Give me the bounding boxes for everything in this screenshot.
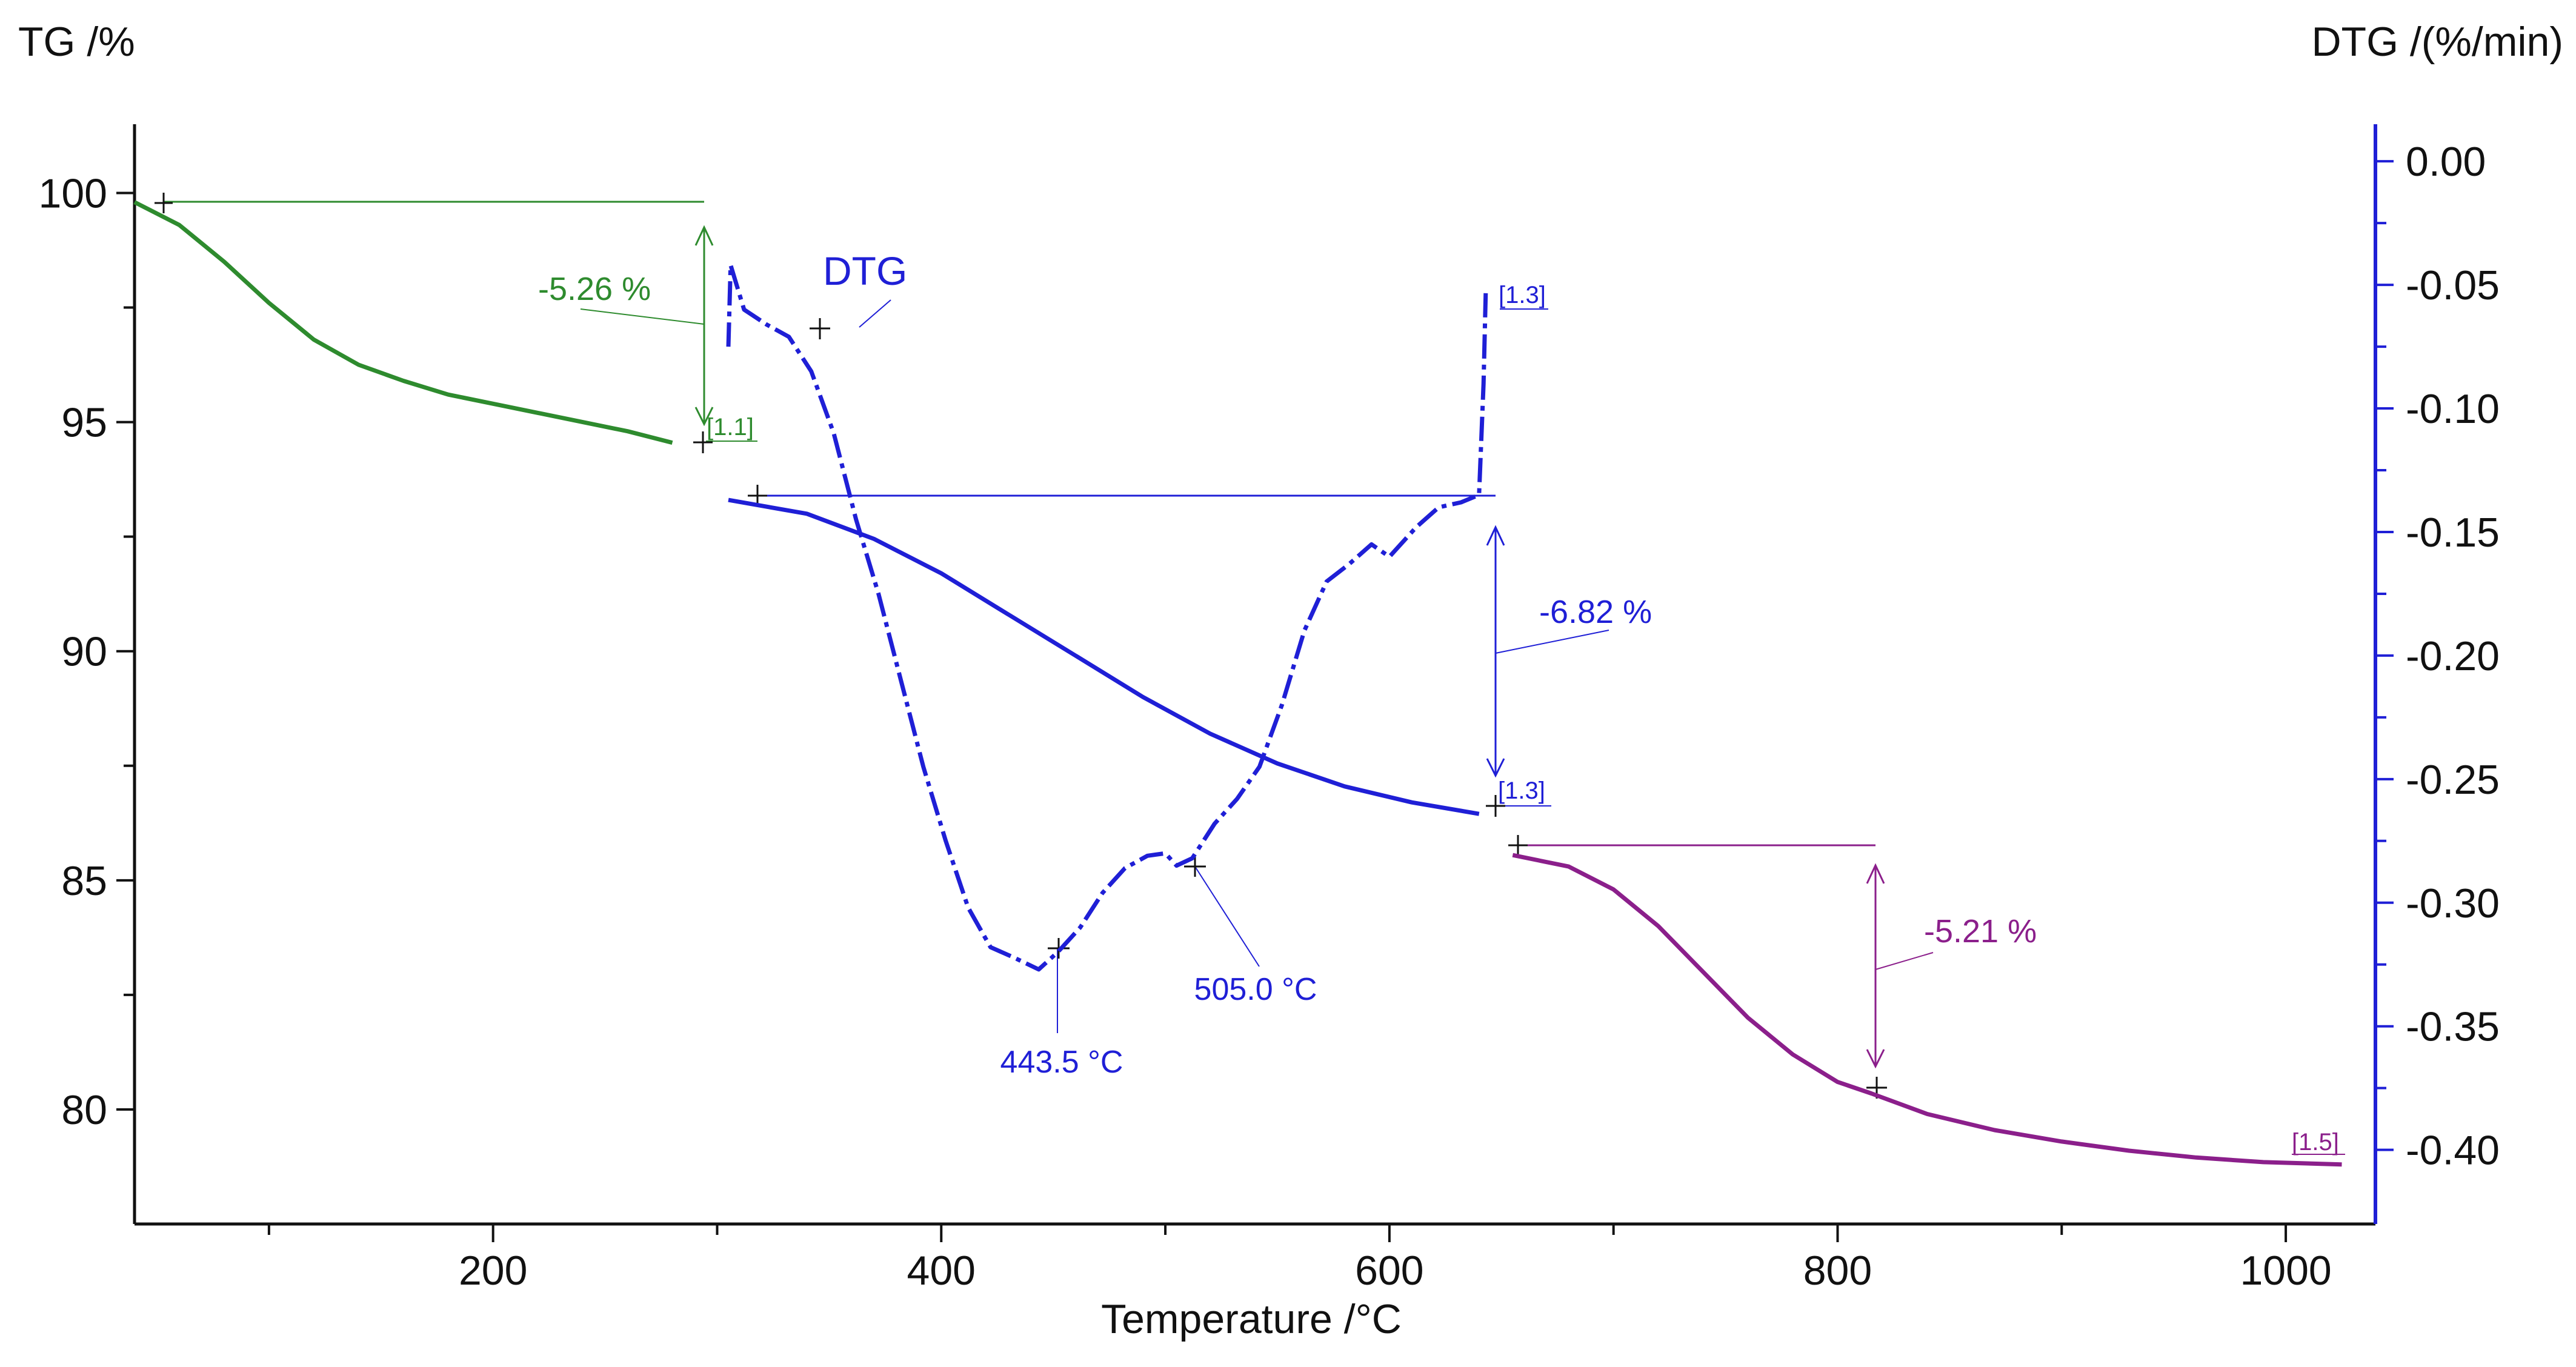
axes: [133, 124, 2377, 1226]
y-left-tick-label: 80: [61, 1087, 107, 1133]
y-right-tick-label: -0.40: [2406, 1128, 2500, 1174]
x-tick-label: 200: [459, 1248, 527, 1294]
y-right-tick-label: -0.35: [2406, 1004, 2500, 1050]
peak2-temperature-label: 505.0 °C: [1194, 972, 1317, 1007]
step1-end-cross: [693, 431, 713, 453]
step2-end-cross: [1486, 795, 1505, 817]
y-left-tick-label: 95: [61, 400, 107, 446]
step1-percent-label: -5.26 %: [538, 271, 651, 307]
step1-start-cross: [155, 193, 173, 213]
right-axis-title: DTG /(%/min): [2311, 19, 2563, 65]
y-right-tick-label: -0.05: [2406, 262, 2500, 308]
step2-leader: [1495, 630, 1609, 654]
step3-segment-label: [1.5]: [2292, 1129, 2339, 1156]
y-left-tick-label: 85: [61, 858, 107, 904]
tg-segment-1-line: [133, 200, 673, 445]
dtg-start-cross: [810, 318, 830, 339]
y-right-tick-label: -0.25: [2406, 757, 2500, 803]
x-tick-label: 800: [1803, 1248, 1872, 1294]
y-right-tick-label: -0.15: [2406, 510, 2500, 556]
tg-segment-3-line: [1512, 853, 2342, 1167]
step2-segment-label: [1.3]: [1498, 777, 1545, 804]
step1-arrow-down: [694, 407, 714, 427]
x-tick-label: 600: [1355, 1248, 1423, 1294]
step2-arrow-down: [1486, 758, 1505, 778]
step1-arrow-up: [694, 225, 714, 246]
axis-ticks: 200 400 600 800 1000 80 85 90 95 100 0.00 -0.05 -0.1…: [39, 139, 2500, 1294]
step2-percent-label: -6.82 %: [1539, 594, 1652, 630]
step3-leader: [1875, 952, 1934, 970]
step-marker-2: [748, 299, 1609, 1033]
dtg-line: [726, 263, 1488, 972]
step-marker-3: [1508, 835, 2345, 1155]
step-markers: [155, 193, 2345, 1155]
y-right-tick-label: -0.10: [2406, 386, 2500, 432]
y-right-tick-label: -0.30: [2406, 880, 2500, 926]
left-axis-title: TG /%: [18, 19, 135, 65]
y-left-tick-label: 90: [61, 629, 107, 675]
dtg-series-label: DTG: [823, 248, 907, 293]
step1-leader: [580, 308, 705, 325]
step2-arrow-up: [1486, 525, 1505, 546]
step3-start-cross: [1508, 835, 1528, 856]
peak2-cross: [1184, 856, 1206, 877]
peak2-leader: [1194, 866, 1260, 967]
y-right-tick-label: 0.00: [2406, 139, 2486, 185]
y-left-tick-label: 100: [39, 170, 107, 216]
step3-arrow-down: [1866, 1049, 1885, 1069]
dtg-label-leader: [859, 299, 891, 328]
x-tick-label: 400: [907, 1248, 976, 1294]
x-axis-title: Temperature /°C: [1101, 1296, 1402, 1342]
peak1-temperature-label: 443.5 °C: [1000, 1045, 1123, 1080]
step3-percent-label: -5.21 %: [1924, 913, 2037, 950]
step1-segment-label: [1.1]: [707, 414, 754, 441]
step-marker-1: [155, 193, 757, 453]
x-tick-label: 1000: [2240, 1248, 2331, 1294]
step3-arrow-up: [1866, 863, 1885, 884]
y-right-tick-label: -0.20: [2406, 633, 2500, 679]
dtg-end-segment-label: [1.3]: [1499, 282, 1546, 308]
